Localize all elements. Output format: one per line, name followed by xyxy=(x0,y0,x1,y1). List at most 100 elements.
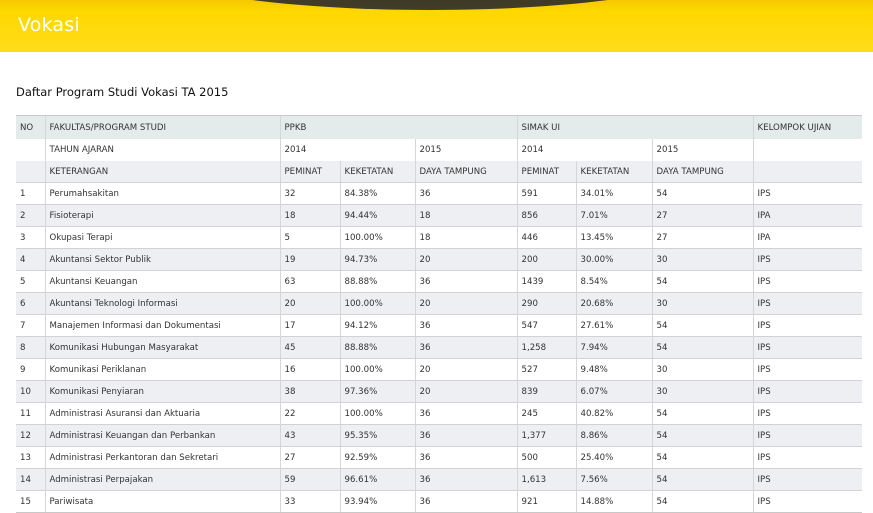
cell-no: 4 xyxy=(16,248,45,271)
cell-ppkb-daya-tampung: 18 xyxy=(414,204,518,227)
cell-simak-keketatan: 6.07% xyxy=(575,380,653,403)
cell-kelompok-ujian: IPS xyxy=(752,468,863,491)
header-simak-2015: 2015 xyxy=(651,139,754,161)
cell-no: 11 xyxy=(16,402,45,425)
cell-ppkb-keketatan: 96.61% xyxy=(339,468,415,491)
cell-simak-daya-tampung: 54 xyxy=(651,468,754,491)
cell-ppkb-peminat: 27 xyxy=(279,446,340,469)
cell-simak-peminat: 245 xyxy=(516,402,577,425)
cell-ppkb-peminat: 17 xyxy=(279,314,340,337)
cell-no: 13 xyxy=(16,446,45,469)
header-ppkb-2015: 2015 xyxy=(414,139,518,161)
cell-no: 2 xyxy=(16,204,45,227)
table-row: 10 Komunikasi Penyiaran 38 97.36% 20 839 6.07%… xyxy=(16,380,863,403)
table-caption: Daftar Program Studi Vokasi TA 2015 xyxy=(16,85,229,99)
cell-ppkb-daya-tampung: 36 xyxy=(414,314,518,337)
cell-ppkb-daya-tampung: 18 xyxy=(414,226,518,249)
cell-kelompok-ujian: IPS xyxy=(752,380,863,403)
cell-kelompok-ujian: IPS xyxy=(752,270,863,293)
cell-simak-daya-tampung: 54 xyxy=(651,424,754,447)
cell-simak-peminat: 1,613 xyxy=(516,468,577,491)
cell-no: 8 xyxy=(16,336,45,359)
cell-simak-daya-tampung: 54 xyxy=(651,490,754,513)
table-row: 9 Komunikasi Periklanan 16 100.00% 20 527 9.48… xyxy=(16,358,863,381)
cell-simak-keketatan: 9.48% xyxy=(575,358,653,381)
cell-simak-daya-tampung: 54 xyxy=(651,270,754,293)
table-row: 5 Akuntansi Keuangan 63 88.88% 36 1439 8.54% 54… xyxy=(16,270,863,293)
cell-simak-peminat: 856 xyxy=(516,204,577,227)
cell-program: Akuntansi Sektor Publik xyxy=(44,248,280,271)
cell-ppkb-keketatan: 93.94% xyxy=(339,490,415,513)
cell-no: 9 xyxy=(16,358,45,381)
cell-simak-keketatan: 34.01% xyxy=(575,182,653,205)
cell-kelompok-ujian: IPS xyxy=(752,358,863,381)
header-simak-daya-tampung: DAYA TAMPUNG xyxy=(651,161,754,183)
cell-program: Administrasi Perpajakan xyxy=(44,468,280,491)
cell-no: 1 xyxy=(16,182,45,205)
cell-program: Administrasi Asuransi dan Aktuaria xyxy=(44,402,280,425)
cell-simak-peminat: 446 xyxy=(516,226,577,249)
cell-simak-keketatan: 30.00% xyxy=(575,248,653,271)
cell-program: Administrasi Keuangan dan Perbankan xyxy=(44,424,280,447)
cell-ppkb-peminat: 20 xyxy=(279,292,340,315)
table-row: 1 Perumahsakitan 32 84.38% 36 591 34.01% 54 IPS xyxy=(16,182,863,205)
header-simak-peminat: PEMINAT xyxy=(516,161,577,183)
cell-simak-peminat: 921 xyxy=(516,490,577,513)
program-table: NO FAKULTAS/PROGRAM STUDI PPKB SIMAK UI … xyxy=(16,115,863,513)
cell-no: 3 xyxy=(16,226,45,249)
cell-kelompok-ujian: IPA xyxy=(752,204,863,227)
cell-simak-keketatan: 8.86% xyxy=(575,424,653,447)
cell-ppkb-daya-tampung: 36 xyxy=(414,402,518,425)
cell-simak-daya-tampung: 30 xyxy=(651,358,754,381)
cell-ppkb-daya-tampung: 36 xyxy=(414,336,518,359)
cell-program: Perumahsakitan xyxy=(44,182,280,205)
cell-simak-peminat: 200 xyxy=(516,248,577,271)
cell-ppkb-peminat: 18 xyxy=(279,204,340,227)
cell-simak-peminat: 527 xyxy=(516,358,577,381)
cell-simak-keketatan: 7.01% xyxy=(575,204,653,227)
cell-ppkb-daya-tampung: 20 xyxy=(414,248,518,271)
cell-ppkb-keketatan: 94.12% xyxy=(339,314,415,337)
cell-ppkb-keketatan: 92.59% xyxy=(339,446,415,469)
header-keterangan: KETERANGAN xyxy=(44,161,280,183)
cell-program: Manajemen Informasi dan Dokumentasi xyxy=(44,314,280,337)
cell-kelompok-ujian: IPA xyxy=(752,226,863,249)
cell-program: Okupasi Terapi xyxy=(44,226,280,249)
table-row: 2 Fisioterapi 18 94.44% 18 856 7.01% 27 IPA xyxy=(16,204,863,227)
cell-ppkb-daya-tampung: 36 xyxy=(414,270,518,293)
cell-simak-daya-tampung: 30 xyxy=(651,380,754,403)
cell-simak-daya-tampung: 27 xyxy=(651,204,754,227)
header-ppkb-peminat: PEMINAT xyxy=(279,161,340,183)
cell-program: Komunikasi Hubungan Masyarakat xyxy=(44,336,280,359)
header-empty xyxy=(752,139,863,161)
table-row: 7 Manajemen Informasi dan Dokumentasi 17 94… xyxy=(16,314,863,337)
cell-ppkb-keketatan: 100.00% xyxy=(339,358,415,381)
cell-simak-peminat: 1,377 xyxy=(516,424,577,447)
cell-no: 14 xyxy=(16,468,45,491)
cell-no: 10 xyxy=(16,380,45,403)
banner-title: Vokasi xyxy=(18,14,80,36)
cell-simak-keketatan: 14.88% xyxy=(575,490,653,513)
cell-ppkb-peminat: 5 xyxy=(279,226,340,249)
cell-program: Komunikasi Periklanan xyxy=(44,358,280,381)
cell-ppkb-keketatan: 94.44% xyxy=(339,204,415,227)
cell-ppkb-daya-tampung: 20 xyxy=(414,380,518,403)
header-row-main: NO FAKULTAS/PROGRAM STUDI PPKB SIMAK UI … xyxy=(16,115,863,139)
cell-ppkb-keketatan: 95.35% xyxy=(339,424,415,447)
cell-simak-daya-tampung: 54 xyxy=(651,336,754,359)
header-kelompok: KELOMPOK UJIAN xyxy=(752,115,863,139)
cell-simak-daya-tampung: 54 xyxy=(651,402,754,425)
cell-simak-daya-tampung: 30 xyxy=(651,248,754,271)
cell-ppkb-peminat: 38 xyxy=(279,380,340,403)
cell-simak-keketatan: 7.94% xyxy=(575,336,653,359)
cell-ppkb-daya-tampung: 36 xyxy=(414,182,518,205)
cell-program: Akuntansi Teknologi Informasi xyxy=(44,292,280,315)
cell-simak-peminat: 500 xyxy=(516,446,577,469)
cell-simak-daya-tampung: 54 xyxy=(651,446,754,469)
cell-no: 6 xyxy=(16,292,45,315)
table-row: 4 Akuntansi Sektor Publik 19 94.73% 20 200 30.… xyxy=(16,248,863,271)
cell-simak-peminat: 1439 xyxy=(516,270,577,293)
table-row: 14 Administrasi Perpajakan 59 96.61% 36 1,613… xyxy=(16,468,863,491)
cell-kelompok-ujian: IPS xyxy=(752,292,863,315)
cell-program: Akuntansi Keuangan xyxy=(44,270,280,293)
